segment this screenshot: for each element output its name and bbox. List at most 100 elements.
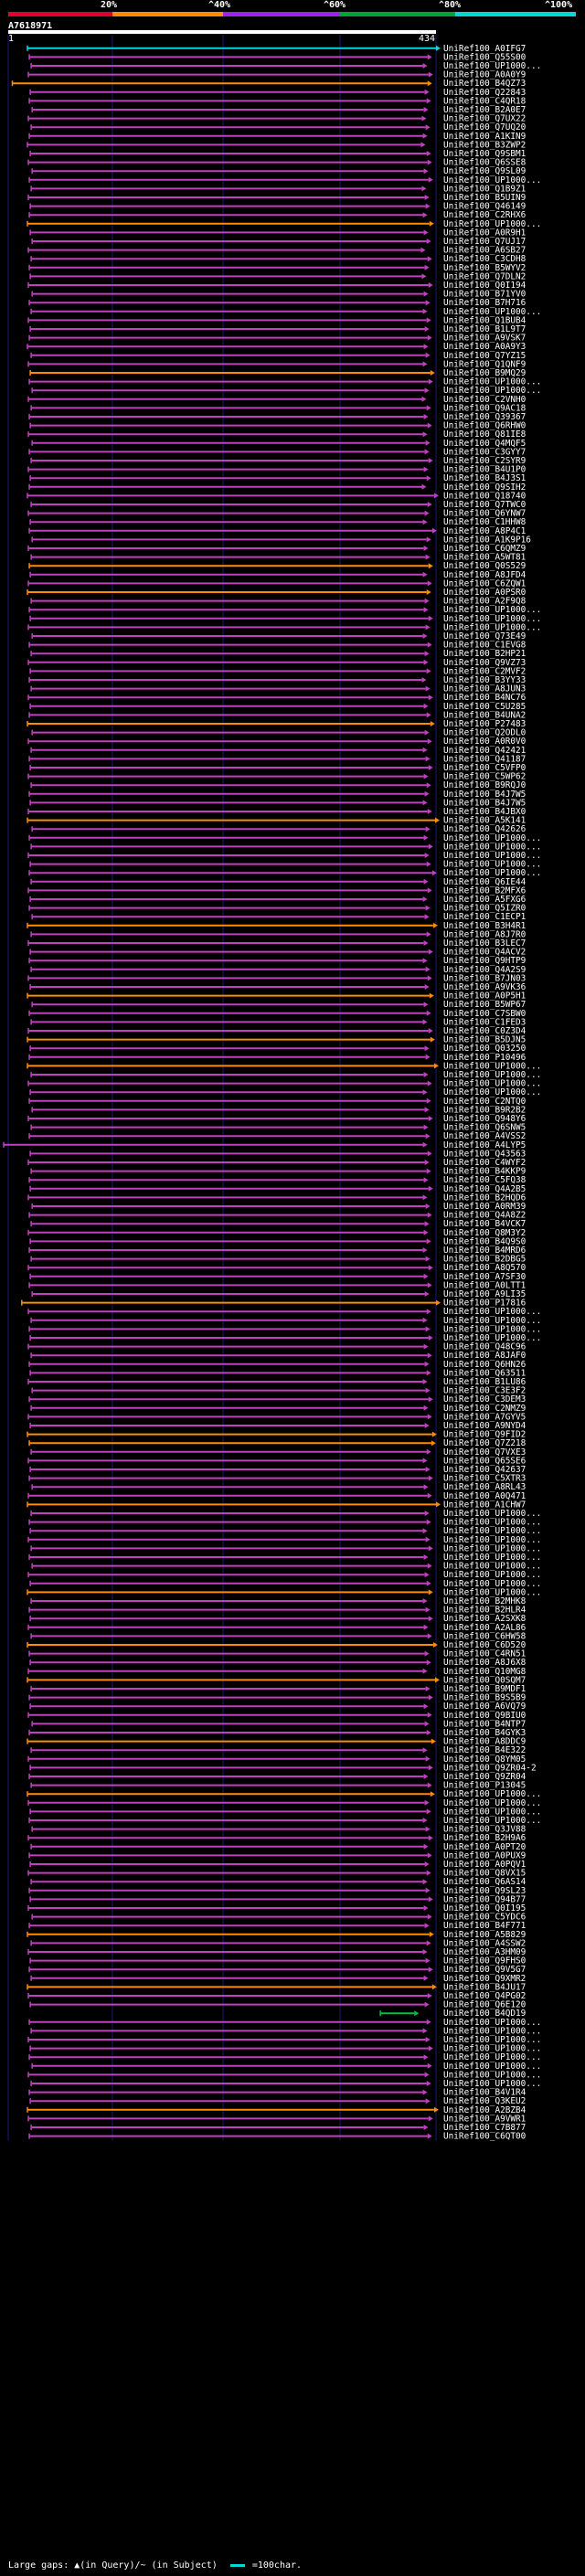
scale-segment-green: [340, 12, 455, 16]
hit-row: UniRef100_Q7UJ17: [31, 237, 526, 247]
hit-arrow: [422, 896, 428, 902]
hit-arrow: [423, 344, 429, 350]
hit-label: UniRef100_Q1BUB4: [443, 315, 526, 325]
hit-row: UniRef100_A0IFG7: [27, 44, 526, 54]
hit-row: UniRef100_B5UIN9: [27, 193, 526, 203]
hit-label: UniRef100_C5YDC6: [443, 1913, 526, 1923]
hit-arrow: [427, 1782, 432, 1788]
hit-arrow: [428, 1896, 433, 1903]
scale-label-20: 20%: [101, 0, 118, 10]
hit-arrow: [425, 2098, 431, 2104]
hit-label: UniRef100_A0PSR0: [443, 588, 526, 598]
hit-row: UniRef100_UP1000...: [27, 2070, 541, 2080]
hit-label: UniRef100_Q7YZ15: [443, 351, 526, 361]
hit-row: UniRef100_A0PSR0: [27, 588, 526, 598]
hit-row: UniRef100_UP1000...: [29, 2044, 541, 2054]
hit-row: UniRef100_A0A9Y3: [27, 342, 526, 352]
hit-arrow: [427, 809, 432, 814]
hit-arrow: [427, 334, 432, 341]
hit-row: UniRef100_A0PQV1: [29, 1860, 526, 1870]
hit-row: UniRef100_Q3KEU2: [29, 2096, 526, 2106]
hit-label: UniRef100_UP1000...: [443, 605, 541, 615]
hit-label: UniRef100_B5WP67: [443, 1000, 526, 1010]
hit-label: UniRef100_UP1000...: [443, 1509, 541, 1519]
hit-row: UniRef100_C2NMZ9: [30, 1404, 526, 1414]
hit-row: UniRef100_P17816: [21, 1299, 526, 1309]
hit-arrow: [427, 1993, 432, 1998]
hit-arrow: [423, 1002, 429, 1008]
hit-arrow: [422, 1317, 428, 1323]
hit-label: UniRef100_B71YV0: [443, 290, 526, 300]
hit-arrow: [424, 790, 430, 797]
hit-label: UniRef100_Q7UX22: [443, 114, 526, 124]
hit-row: UniRef100_Q7UX22: [27, 114, 526, 124]
hit-label: UniRef100_Q9ZR04-2: [443, 1763, 537, 1773]
hit-row: UniRef100_Q39367: [28, 412, 526, 422]
hit-label: UniRef100_UP1000...: [443, 1535, 541, 1545]
hit-row: UniRef100_B2MHK8: [30, 1596, 526, 1606]
hit-row: UniRef100_B4NC76: [27, 693, 526, 703]
hit-label: UniRef100_B7H716: [443, 298, 526, 308]
hit-label: UniRef100_Q7VXE3: [443, 1447, 526, 1458]
hit-label: UniRef100_A0PT20: [443, 1842, 526, 1852]
hit-label: UniRef100_C1EVG8: [443, 641, 526, 651]
hit-label: UniRef100_Q9SIH2: [443, 482, 526, 493]
hit-row: UniRef100_Q6AS14: [30, 1877, 526, 1887]
hit-row: UniRef100_Q9SL09: [31, 166, 526, 176]
hit-label: UniRef100_Q9V5G7: [443, 1965, 526, 1975]
hit-arrow: [428, 1028, 433, 1034]
hit-label: UniRef100_P10496: [443, 1053, 526, 1063]
hit-row: UniRef100_Q1QNF9: [27, 359, 526, 369]
hit-label: UniRef100_B2MHK8: [443, 1596, 526, 1606]
hit-arrow: [424, 729, 430, 736]
hit-label: UniRef100_Q3JV88: [443, 1825, 526, 1835]
hit-arrow: [426, 317, 431, 323]
hit-row: UniRef100_Q4A8Z2: [28, 1211, 526, 1221]
hit-row: UniRef100_Q9AC18: [30, 403, 526, 413]
hit-label: UniRef100_C7B877: [443, 2123, 526, 2133]
hit-row: UniRef100_UP1000...: [30, 1509, 541, 1519]
hit-row: UniRef100_B2A0E7: [31, 105, 526, 115]
hit-row: UniRef100_A2SXK8: [29, 1614, 526, 1624]
hit-arrow: [427, 1080, 432, 1087]
grid: [7, 35, 437, 2141]
hit-label: UniRef100_Q10MG8: [443, 1667, 526, 1677]
hit-row: UniRef100_B4MRD6: [28, 1246, 526, 1256]
hit-row: UniRef100_A0PT20: [30, 1842, 526, 1852]
hit-row: UniRef100_Q4PG02: [27, 1991, 526, 2001]
hit-row: UniRef100_UP1000...: [30, 1543, 541, 1553]
hit-arrow: [424, 1221, 430, 1227]
hit-arrow: [423, 1554, 429, 1560]
hit-row: UniRef100_C4WYF2: [27, 1158, 526, 1168]
hit-label: UniRef100_C2NMZ9: [443, 1404, 526, 1414]
hit-arrow: [423, 940, 429, 946]
hit-label: UniRef100_A0P5H1: [443, 991, 526, 1002]
hit-label: UniRef100_A9VK36: [443, 982, 526, 992]
hit-arrow: [427, 2133, 432, 2139]
hit-arrow: [423, 291, 429, 297]
hit-arrow: [426, 1309, 431, 1315]
hit-label: UniRef100_UP1000...: [443, 1079, 541, 1089]
hit-label: UniRef100_C2RHX6: [443, 210, 526, 220]
hit-label: UniRef100_C5VFP0: [443, 763, 526, 773]
hit-row: UniRef100_A7SF30: [29, 1272, 526, 1282]
hit-arrow: [432, 922, 438, 928]
hit-arrow: [422, 1247, 428, 1253]
hit-arrow: [424, 651, 430, 657]
hit-row: UniRef100_C2VNH0: [27, 395, 526, 405]
hit-arrow: [431, 1738, 436, 1744]
hit-label: UniRef100_A1CHW7: [443, 1500, 526, 1510]
hit-label: UniRef100_A7SF30: [443, 1272, 526, 1282]
hit-label: UniRef100_UP1000...: [443, 2062, 541, 2072]
hit-label: UniRef100_Q4PG02: [443, 1991, 526, 2001]
hit-row: UniRef100_Q1BUB4: [27, 315, 526, 325]
hit-label: UniRef100_UP1000...: [443, 175, 541, 186]
hit-arrow: [427, 887, 432, 894]
hit-arrow: [428, 1545, 433, 1552]
hit-row: UniRef100_B7JN03: [27, 973, 526, 983]
hit-arrow: [414, 2010, 420, 2017]
hit-arrow: [427, 1633, 432, 1639]
hit-row: UniRef100_B3H4R1: [27, 921, 526, 931]
hit-row: UniRef100_C5WP62: [27, 772, 526, 782]
hit-row: UniRef100_A9VWR1: [27, 2114, 526, 2124]
